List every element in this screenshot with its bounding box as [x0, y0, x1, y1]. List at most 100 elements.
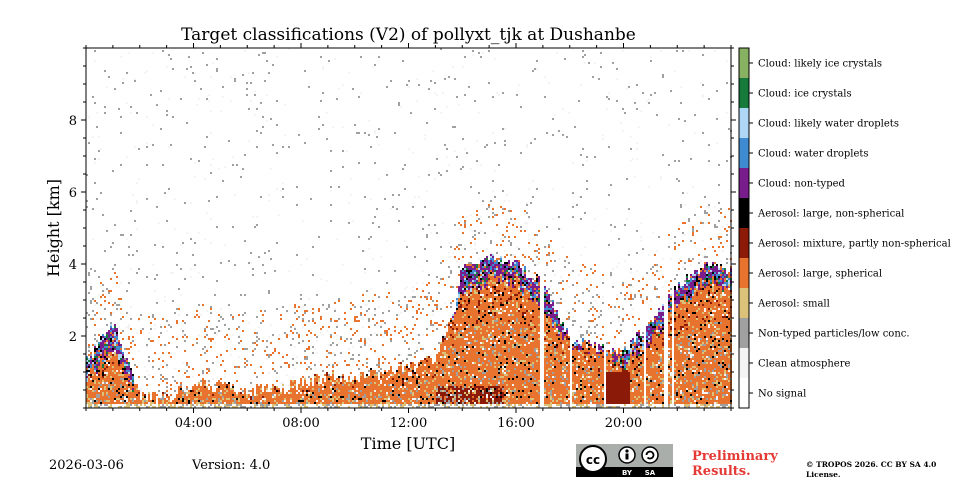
- classification-cell: [436, 370, 438, 372]
- classification-cell: [468, 310, 470, 312]
- classification-cell: [86, 380, 88, 382]
- classification-cell: [222, 398, 224, 400]
- classification-cell: [270, 398, 272, 400]
- classification-cell: [324, 382, 326, 384]
- classification-cell: [470, 364, 472, 366]
- classification-cell: [454, 368, 456, 370]
- classification-cell: [470, 314, 472, 316]
- classification-cell: [440, 348, 442, 350]
- classification-cell: [160, 374, 162, 376]
- classification-cell: [238, 404, 240, 406]
- classification-cell: [222, 392, 224, 394]
- classification-cell: [396, 384, 398, 386]
- classification-cell: [462, 278, 464, 280]
- classification-cell: [416, 374, 418, 376]
- classification-cell: [88, 116, 90, 118]
- classification-cell: [286, 396, 288, 398]
- classification-cell: [140, 402, 142, 404]
- classification-cell: [362, 318, 364, 320]
- classification-cell: [470, 336, 472, 338]
- classification-cell: [474, 368, 476, 370]
- classification-cell: [470, 264, 472, 266]
- classification-cell: [162, 406, 164, 408]
- classification-cell: [294, 384, 296, 386]
- classification-cell: [460, 370, 462, 372]
- classification-cell: [468, 368, 470, 370]
- classification-cell: [136, 400, 138, 402]
- classification-cell: [400, 378, 402, 380]
- classification-cell: [362, 406, 364, 408]
- classification-cell: [116, 386, 118, 388]
- classification-cell: [474, 400, 476, 402]
- classification-cell: [186, 404, 188, 406]
- classification-cell: [366, 400, 368, 402]
- classification-cell: [440, 392, 442, 394]
- classification-cell: [422, 386, 424, 388]
- classification-cell: [230, 354, 232, 356]
- classification-cell: [268, 200, 270, 202]
- classification-cell: [468, 264, 470, 266]
- classification-cell: [452, 348, 454, 350]
- classification-cell: [358, 402, 360, 404]
- classification-cell: [330, 392, 332, 394]
- classification-cell: [430, 360, 432, 362]
- classification-cell: [160, 398, 162, 400]
- classification-cell: [298, 342, 300, 344]
- classification-cell: [374, 404, 376, 406]
- classification-cell: [388, 406, 390, 408]
- classification-cell: [460, 322, 462, 324]
- classification-cell: [330, 320, 332, 322]
- classification-cell: [274, 396, 276, 398]
- classification-cell: [102, 284, 104, 286]
- classification-cell: [242, 402, 244, 404]
- classification-cell: [472, 304, 474, 306]
- classification-cell: [448, 366, 450, 368]
- classification-cell: [374, 402, 376, 404]
- classification-cell: [466, 282, 468, 284]
- classification-cell: [462, 346, 464, 348]
- classification-cell: [186, 364, 188, 366]
- classification-cell: [216, 398, 218, 400]
- classification-cell: [298, 404, 300, 406]
- classification-cell: [476, 346, 478, 348]
- classification-cell: [288, 404, 290, 406]
- classification-cell: [404, 402, 406, 404]
- classification-cell: [456, 332, 458, 334]
- classification-cell: [362, 374, 364, 376]
- classification-cell: [476, 348, 478, 350]
- classification-cell: [206, 400, 208, 402]
- classification-cell: [128, 396, 130, 398]
- classification-cell: [128, 378, 130, 380]
- classification-cell: [180, 294, 182, 296]
- classification-cell: [124, 398, 126, 400]
- classification-cell: [314, 386, 316, 388]
- classification-cell: [452, 398, 454, 400]
- classification-cell: [440, 262, 442, 264]
- classification-cell: [452, 252, 454, 254]
- classification-cell: [362, 398, 364, 400]
- classification-cell: [136, 392, 138, 394]
- classification-cell: [166, 402, 168, 404]
- classification-cell: [114, 272, 116, 274]
- classification-cell: [344, 398, 346, 400]
- classification-cell: [468, 342, 470, 344]
- classification-cell: [104, 360, 106, 362]
- classification-cell: [326, 350, 328, 352]
- classification-cell: [458, 298, 460, 300]
- classification-cell: [236, 164, 238, 166]
- classification-cell: [406, 358, 408, 360]
- classification-cell: [456, 344, 458, 346]
- classification-cell: [224, 392, 226, 394]
- classification-cell: [282, 394, 284, 396]
- classification-cell: [390, 388, 392, 390]
- classification-cell: [220, 402, 222, 404]
- classification-cell: [300, 380, 302, 382]
- classification-cell: [106, 388, 108, 390]
- classification-cell: [398, 370, 400, 372]
- classification-cell: [340, 396, 342, 398]
- classification-cell: [460, 364, 462, 366]
- classification-cell: [458, 310, 460, 312]
- classification-cell: [462, 326, 464, 328]
- classification-cell: [110, 376, 112, 378]
- classification-cell: [362, 294, 364, 296]
